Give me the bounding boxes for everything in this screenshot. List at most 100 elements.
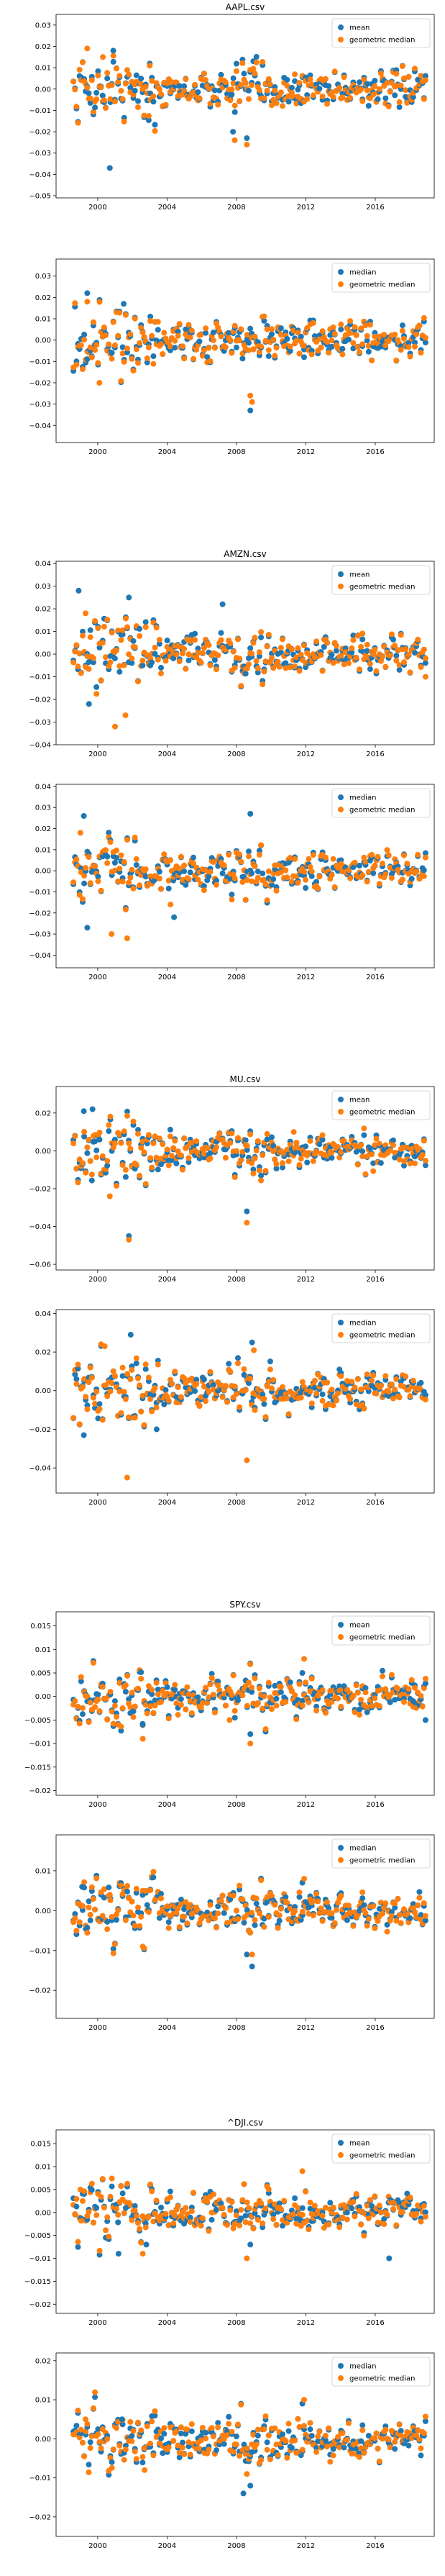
point-median <box>214 2447 219 2454</box>
point-geometric-median <box>192 81 198 88</box>
data-points <box>70 1106 428 1243</box>
point-mean <box>321 644 327 650</box>
point-geometric-median <box>73 2196 80 2202</box>
point-mean <box>375 96 381 102</box>
point-geometric-median <box>158 341 164 348</box>
point-geometric-median <box>413 331 420 337</box>
point-median <box>226 1361 232 1367</box>
point-geometric-median <box>216 1130 223 1137</box>
point-mean <box>412 1153 418 1160</box>
point-median <box>267 1359 273 1364</box>
point-geometric-median <box>262 337 269 344</box>
legend-marker <box>338 1320 344 1325</box>
chart-title: AAPL.csv <box>226 2 265 12</box>
point-geometric-median <box>76 1720 83 1727</box>
point-geometric-median <box>122 1166 129 1173</box>
point-geometric-median <box>156 1135 162 1142</box>
point-geometric-median <box>114 847 119 853</box>
point-geometric-median <box>350 2199 357 2205</box>
data-points <box>70 290 428 414</box>
point-geometric-median <box>127 2418 134 2425</box>
point-geometric-median <box>198 1394 204 1400</box>
point-geometric-median <box>393 71 400 77</box>
point-median <box>165 1919 172 1926</box>
legend-label: median <box>349 794 377 802</box>
point-geometric-median <box>377 1382 384 1389</box>
data-point <box>84 45 91 52</box>
legend-box <box>331 263 431 293</box>
point-geometric-median <box>103 847 109 853</box>
point-geometric-median <box>362 322 369 329</box>
data-points <box>70 811 428 941</box>
point-geometric-median <box>403 1373 409 1379</box>
point-geometric-median <box>353 1682 359 1689</box>
point-median <box>124 1888 130 1895</box>
point-geometric-median <box>126 879 132 886</box>
point-geometric-median <box>127 331 134 337</box>
point-geometric-median <box>210 2434 216 2440</box>
point-geometric-median <box>260 59 266 65</box>
point-mean <box>116 668 123 675</box>
point-geometric-median <box>188 1710 195 1716</box>
point-geometric-median <box>193 1381 200 1387</box>
legend-marker <box>338 807 344 812</box>
point-geometric-median <box>357 1712 362 1718</box>
point-geometric-median <box>80 1705 86 1711</box>
point-geometric-median <box>114 2425 119 2431</box>
point-geometric-median <box>176 866 183 871</box>
point-geometric-median <box>385 2436 392 2443</box>
point-mean <box>111 656 118 662</box>
data-point <box>219 601 226 607</box>
point-geometric-median <box>262 1726 269 1733</box>
point-mean <box>158 664 164 671</box>
point-geometric-median <box>96 2248 103 2254</box>
point-geometric-median <box>76 1421 83 1428</box>
point-geometric-median <box>139 658 146 664</box>
point-geometric-median <box>350 1923 357 1929</box>
point-geometric-median <box>239 879 246 885</box>
point-geometric-median <box>206 2228 212 2234</box>
point-median <box>161 2431 168 2437</box>
point-geometric-median <box>373 2430 380 2436</box>
point-geometric-median <box>129 866 135 873</box>
point-geometric-median <box>118 637 124 643</box>
point-median <box>256 848 262 854</box>
point-geometric-median <box>172 1682 178 1688</box>
point-geometric-median <box>93 691 100 697</box>
point-geometric-median <box>303 1679 309 1686</box>
point-mean <box>246 87 252 94</box>
point-geometric-median <box>149 332 155 339</box>
point-mean <box>280 1164 285 1171</box>
point-geometric-median <box>299 2446 306 2453</box>
data-point <box>301 2397 307 2403</box>
legend-label: median <box>349 1320 377 1328</box>
data-point <box>230 129 237 135</box>
point-geometric-median <box>88 2180 95 2187</box>
data-point <box>75 587 82 594</box>
data-point <box>83 610 88 617</box>
point-geometric-median <box>103 2227 109 2233</box>
data-point <box>249 1963 255 1969</box>
point-geometric-median <box>422 2413 428 2420</box>
point-geometric-median <box>96 1130 103 1135</box>
point-geometric-median <box>370 1903 377 1910</box>
y-tick-label: 0.00 <box>35 2209 51 2217</box>
point-geometric-median <box>229 86 235 93</box>
point-geometric-median <box>401 335 407 342</box>
point-geometric-median <box>354 1690 361 1696</box>
point-geometric-median <box>405 651 412 658</box>
point-geometric-median <box>250 2226 257 2232</box>
point-geometric-median <box>319 328 326 335</box>
y-tick-label: 0.00 <box>35 337 51 345</box>
point-median <box>370 870 377 876</box>
point-median <box>201 1377 207 1383</box>
point-geometric-median <box>310 1913 316 1918</box>
point-mean <box>303 1143 309 1150</box>
point-geometric-median <box>116 2442 123 2449</box>
point-geometric-median <box>412 343 418 350</box>
point-geometric-median <box>256 1685 262 1692</box>
point-mean <box>73 2203 80 2210</box>
point-geometric-median <box>298 1156 304 1162</box>
point-geometric-median <box>398 1920 404 1926</box>
point-geometric-median <box>147 318 154 324</box>
